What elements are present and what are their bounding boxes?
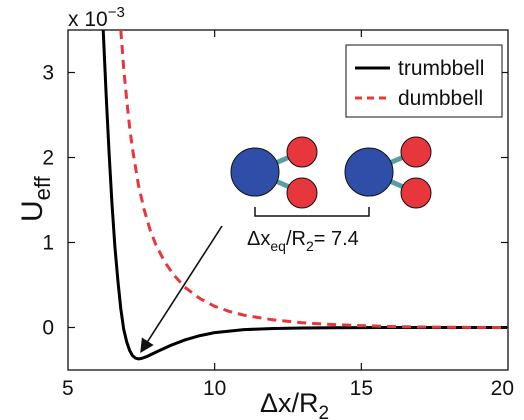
- series-line-trumbbell: [101, 30, 508, 361]
- legend-label-dumbbell: dumbbell: [398, 87, 483, 110]
- x-tick-label: 5: [62, 377, 74, 400]
- molecule-left: [230, 136, 318, 209]
- x-tick-label: 15: [350, 377, 373, 400]
- ticks-layer: 5 10 15 20 0 1 2 3: [42, 30, 514, 400]
- plot-frame: [67, 29, 509, 371]
- legend-box: [345, 44, 503, 118]
- small-sphere: [400, 136, 432, 168]
- y-axis-label: Ueff: [16, 175, 55, 222]
- legend: trumbbell dumbbell: [345, 44, 503, 118]
- separation-annotation: Δxeq/R2= 7.4: [247, 228, 359, 254]
- small-sphere: [286, 136, 318, 168]
- scale-factor: x 10−3: [68, 4, 125, 31]
- x-tick-label: 20: [491, 377, 514, 400]
- series-layer: [101, 30, 508, 361]
- separation-bracket: [254, 207, 370, 217]
- molecule-illustration: Δxeq/R2= 7.4: [230, 136, 432, 254]
- y-tick-label: 3: [42, 62, 54, 85]
- y-tick-label: 0: [42, 317, 54, 340]
- scale-factor-exponent: −3: [108, 4, 125, 21]
- annotation-arrow: [140, 225, 223, 353]
- small-sphere: [286, 177, 318, 209]
- y-tick-label: 2: [42, 147, 54, 170]
- y-tick-label: 1: [42, 232, 54, 255]
- legend-label-trumbbell: trumbbell: [398, 57, 484, 80]
- series-line-dumbbell: [119, 30, 508, 329]
- large-sphere: [344, 147, 394, 197]
- large-sphere: [230, 147, 280, 197]
- x-tick-label: 10: [203, 377, 226, 400]
- x-axis-label: Δx/R2: [260, 388, 329, 420]
- small-sphere: [400, 177, 432, 209]
- molecule-right: [344, 136, 432, 209]
